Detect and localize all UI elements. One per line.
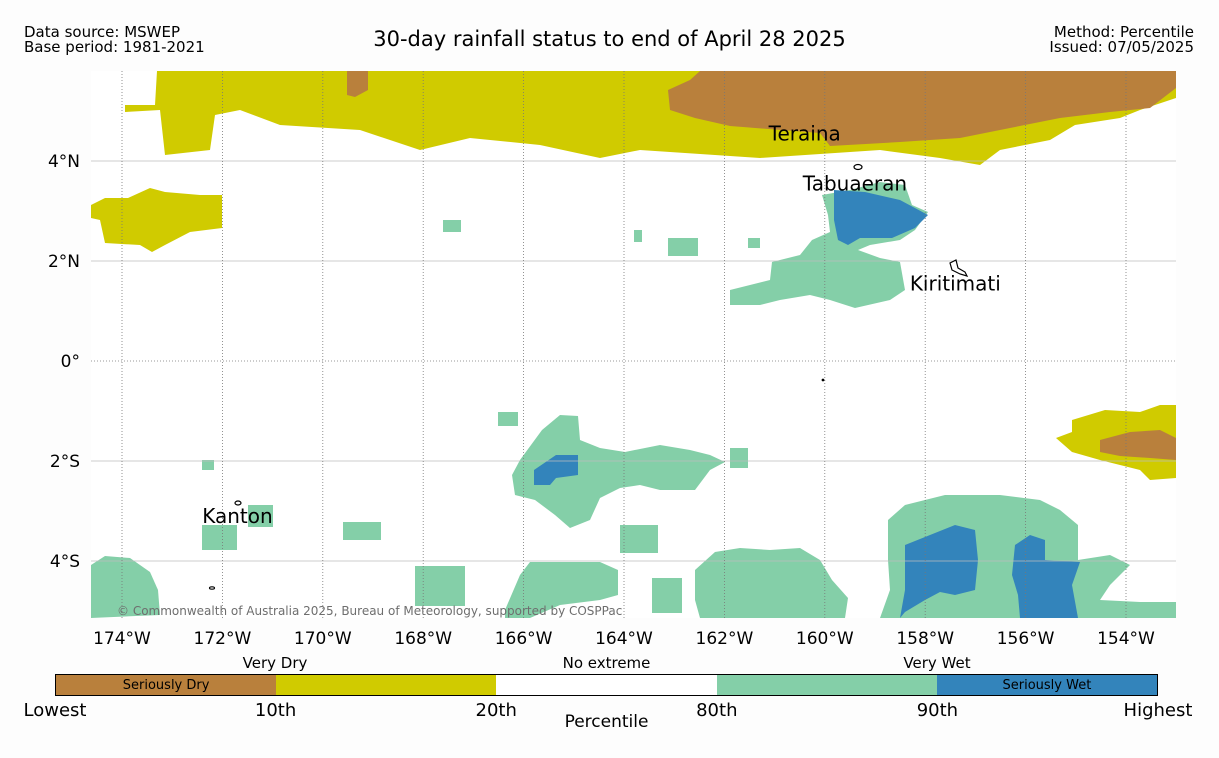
- longitude-label: 160°W: [796, 629, 854, 649]
- latitude-label: 2°S: [50, 452, 80, 472]
- islet-icon: [821, 378, 825, 382]
- colorbar-tick-label: 80th: [696, 700, 738, 721]
- place-label: Kanton: [202, 504, 272, 528]
- place-label: Kiritimati: [910, 272, 1001, 296]
- longitude-label: 172°W: [194, 629, 252, 649]
- longitude-labels: 174°W 172°W 170°W 168°W 166°W 164°W 162°W 160°W…: [93, 629, 1155, 649]
- colorbar: Seriously Dry Seriously Wet: [55, 674, 1158, 696]
- kanton-island-icon: [234, 500, 242, 506]
- very-wet-region-central: [512, 415, 725, 528]
- colorbar-tick-label: 20th: [475, 700, 517, 721]
- islet-icon: [208, 586, 216, 590]
- seriously-dry-patch: [347, 71, 368, 97]
- latitude-labels: 4°N 2°N 0° 2°S 4°S: [48, 152, 80, 572]
- longitude-label: 162°W: [696, 629, 754, 649]
- colorbar-segment: Seriously Wet: [936, 675, 1158, 695]
- latitude-gridlines: [91, 160, 1176, 562]
- longitude-label: 158°W: [896, 629, 954, 649]
- island-outlines: [208, 163, 969, 590]
- colorbar-axis-title: Percentile: [564, 712, 649, 732]
- very-wet-region-southwest: [91, 556, 160, 618]
- colorbar-tick-label: Lowest: [23, 700, 87, 721]
- seriously-wet-region-southeast-2: [1012, 535, 1080, 618]
- longitude-label: 156°W: [997, 629, 1055, 649]
- seriously-wet-region-southeast-1: [900, 525, 978, 618]
- rainfall-map: Teraina Tabuaeran Kiritimati Kanton 4°N 2°N 0…: [48, 71, 1176, 649]
- colorbar-segment: [496, 675, 717, 695]
- longitude-gridlines: [121, 71, 1127, 618]
- legend-group-no-extreme: No extreme: [562, 654, 651, 672]
- seriously-wet-region-central: [534, 455, 578, 485]
- legend-group-very-wet: Very Wet: [903, 654, 971, 672]
- place-label: Tabuaeran: [802, 172, 907, 196]
- method-text: Method: Percentile: [1053, 23, 1194, 41]
- longitude-label: 168°W: [394, 629, 452, 649]
- latitude-label: 4°S: [50, 552, 80, 572]
- colorbar-tick-label: 90th: [916, 700, 959, 721]
- latitude-label: 2°N: [48, 252, 80, 272]
- longitude-label: 170°W: [294, 629, 352, 649]
- longitude-label: 174°W: [93, 629, 151, 649]
- legend-group-very-dry: Very Dry: [242, 654, 308, 672]
- data-source-text: Data source: MSWEP: [24, 23, 181, 41]
- colorbar-tick-label: 10th: [254, 700, 297, 721]
- place-labels: Teraina Tabuaeran Kiritimati Kanton: [202, 122, 1001, 529]
- seriously-wet-region-tabuaeran: [834, 190, 928, 245]
- latitude-label: 4°N: [48, 152, 80, 172]
- colorbar-tick-label: Highest: [1123, 700, 1193, 721]
- very-wet-region-south: [505, 562, 618, 618]
- copyright-credit: © Commonwealth of Australia 2025, Bureau…: [117, 604, 623, 618]
- latitude-label: 0°: [61, 352, 80, 372]
- very-wet-region-south2: [695, 548, 848, 618]
- teraina-island-icon: [853, 163, 863, 171]
- kiritimati-island-icon: [949, 259, 969, 277]
- colorbar-segment: [276, 675, 497, 695]
- seriously-dry-patch-east: [1100, 430, 1176, 460]
- map-title: 30-day rainfall status to end of April 2…: [373, 27, 846, 51]
- issued-text: Issued: 07/05/2025: [1049, 38, 1194, 56]
- place-label: Teraina: [768, 122, 841, 146]
- longitude-label: 154°W: [1097, 629, 1155, 649]
- longitude-label: 164°W: [595, 629, 653, 649]
- very-dry-region-west: [91, 188, 222, 252]
- rainfall-regions: [91, 71, 1176, 618]
- longitude-label: 166°W: [495, 629, 553, 649]
- seriously-dry-region-north: [668, 71, 1176, 146]
- colorbar-segment: [716, 675, 937, 695]
- colorbar-segment: Seriously Dry: [56, 675, 277, 695]
- base-period-text: Base period: 1981-2021: [24, 38, 205, 56]
